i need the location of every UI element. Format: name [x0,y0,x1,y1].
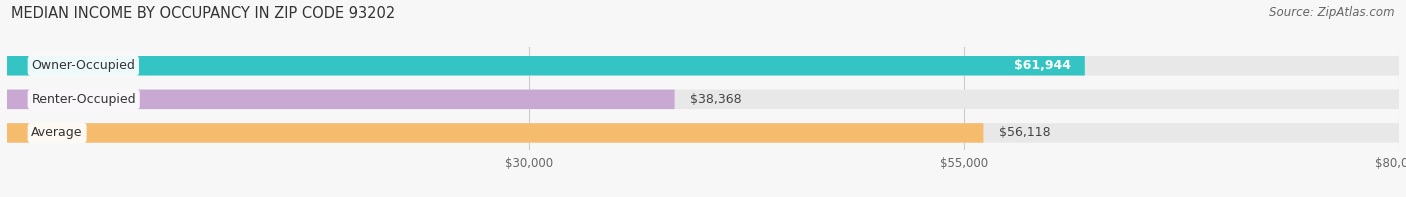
FancyBboxPatch shape [7,90,675,109]
FancyBboxPatch shape [7,90,1399,109]
FancyBboxPatch shape [7,56,1399,75]
Text: Renter-Occupied: Renter-Occupied [31,93,136,106]
Text: Source: ZipAtlas.com: Source: ZipAtlas.com [1270,6,1395,19]
FancyBboxPatch shape [7,123,983,143]
Text: Average: Average [31,126,83,139]
FancyBboxPatch shape [7,123,1399,143]
Text: MEDIAN INCOME BY OCCUPANCY IN ZIP CODE 93202: MEDIAN INCOME BY OCCUPANCY IN ZIP CODE 9… [11,6,395,21]
Text: $56,118: $56,118 [1000,126,1050,139]
FancyBboxPatch shape [7,56,1085,75]
Text: $38,368: $38,368 [690,93,742,106]
Text: Owner-Occupied: Owner-Occupied [31,59,135,72]
Text: $61,944: $61,944 [1014,59,1071,72]
